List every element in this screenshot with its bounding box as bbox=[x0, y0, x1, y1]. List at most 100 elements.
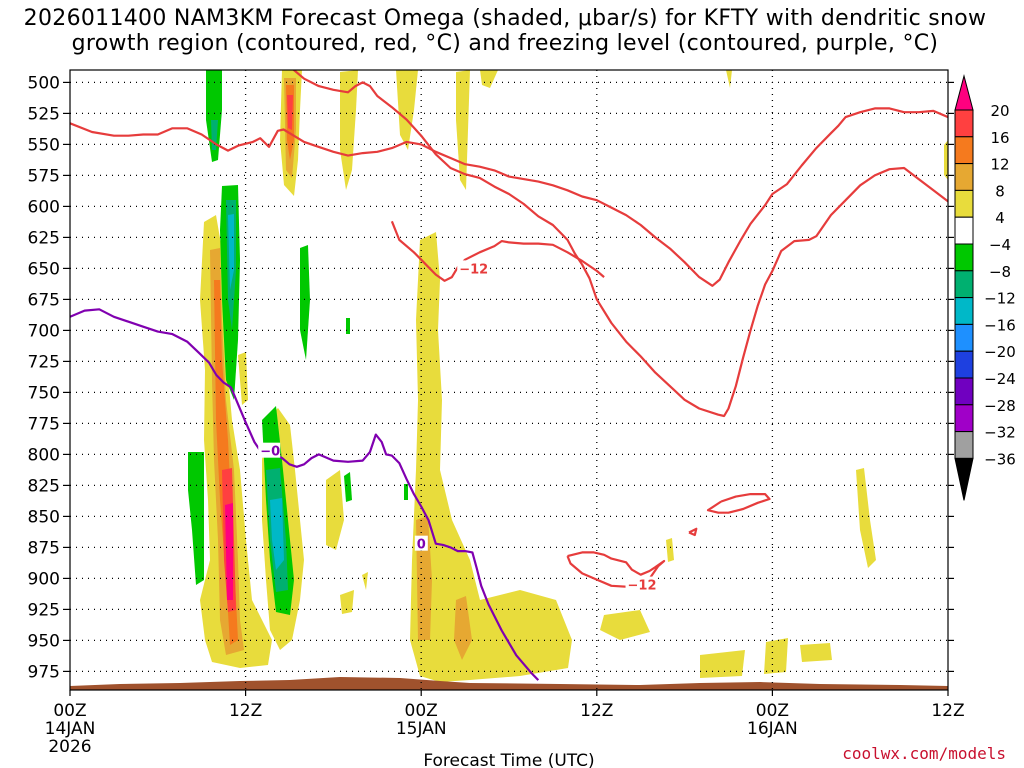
colorbar-segment bbox=[954, 270, 974, 299]
contour-line bbox=[70, 308, 540, 681]
omega-region bbox=[326, 470, 344, 550]
y-tick-label: 650 bbox=[28, 259, 60, 279]
omega-region bbox=[287, 95, 293, 130]
y-tick-label: 725 bbox=[28, 352, 60, 372]
omega-region bbox=[666, 538, 674, 562]
colorbar-label: −4 bbox=[989, 236, 1011, 254]
x-tick-label: 00Z bbox=[53, 701, 86, 721]
omega-region bbox=[344, 472, 352, 502]
credit-text: coolwx.com/models bbox=[842, 744, 1006, 763]
colorbar-segment bbox=[954, 350, 974, 379]
contour-label: −0 bbox=[260, 445, 280, 460]
colorbar-label: 12 bbox=[990, 156, 1009, 174]
colorbar-label: −36 bbox=[984, 450, 1016, 468]
colorbar-label: 4 bbox=[995, 209, 1005, 227]
colorbar-top-arrow bbox=[954, 74, 974, 111]
colorbar-label: −16 bbox=[984, 316, 1016, 334]
colorbar-label: −32 bbox=[984, 424, 1016, 442]
contour-line bbox=[180, 66, 224, 67]
y-tick-label: 800 bbox=[28, 445, 60, 465]
colorbar-label: −24 bbox=[984, 370, 1016, 388]
y-tick-label: 500 bbox=[28, 73, 60, 93]
y-tick-label: 675 bbox=[28, 290, 60, 310]
y-tick-label: 575 bbox=[28, 166, 60, 186]
y-tick-label: 600 bbox=[28, 197, 60, 217]
omega-region bbox=[764, 638, 788, 674]
omega-region bbox=[480, 70, 498, 88]
omega-region bbox=[856, 468, 876, 568]
colorbar-label: 16 bbox=[990, 129, 1009, 147]
omega-shading bbox=[70, 70, 948, 690]
y-tick-label: 950 bbox=[28, 631, 60, 651]
x-tick-label: 12Z bbox=[229, 701, 262, 721]
colorbar-segment bbox=[954, 163, 974, 191]
omega-region bbox=[238, 352, 248, 405]
grid bbox=[70, 70, 948, 690]
y-tick-label: 525 bbox=[28, 104, 60, 124]
x-tick-year: 2026 bbox=[48, 737, 91, 757]
colorbar-label: 8 bbox=[995, 182, 1005, 200]
colorbar-label: −12 bbox=[984, 290, 1016, 308]
colorbar-label: −28 bbox=[984, 397, 1016, 415]
y-axis: 500 525 550 575 600 625 650 675 700 725 750 775 800 8… bbox=[28, 73, 954, 682]
contour-label-bg bbox=[258, 442, 281, 458]
contour-line bbox=[688, 527, 698, 537]
omega-region bbox=[700, 650, 745, 678]
omega-region bbox=[800, 643, 832, 662]
omega-region bbox=[225, 503, 233, 600]
contour-label-bg bbox=[457, 260, 489, 276]
omega-region bbox=[456, 70, 470, 190]
omega-region bbox=[362, 572, 368, 590]
contour-label: −12 bbox=[628, 579, 657, 594]
contour-line bbox=[70, 107, 948, 287]
y-tick-label: 625 bbox=[28, 228, 60, 248]
y-tick-label: 825 bbox=[28, 476, 60, 496]
y-tick-label: 975 bbox=[28, 662, 60, 682]
contour-line bbox=[706, 493, 771, 514]
contour-label-bg bbox=[625, 576, 657, 592]
y-tick-label: 775 bbox=[28, 414, 60, 434]
x-axis-title: Forecast Time (UTC) bbox=[423, 751, 594, 768]
omega-region bbox=[944, 140, 948, 180]
omega-region bbox=[600, 610, 650, 640]
omega-region bbox=[340, 70, 358, 190]
x-tick-label: 00Z bbox=[405, 701, 438, 721]
title-line-2: growth region (contoured, red, °C) and f… bbox=[71, 31, 939, 56]
omega-region bbox=[346, 318, 350, 334]
omega-region bbox=[300, 245, 310, 360]
contour-label: 0 bbox=[417, 538, 426, 553]
contour-label-bg bbox=[414, 535, 428, 551]
y-tick-label: 900 bbox=[28, 569, 60, 589]
x-tick-date: 16JAN bbox=[747, 719, 798, 739]
colorbar-segment bbox=[954, 189, 974, 218]
colorbar-segment bbox=[954, 243, 974, 272]
colorbar-segment bbox=[954, 431, 974, 459]
x-tick-date: 14JAN bbox=[45, 719, 96, 739]
colorbar-label: −8 bbox=[989, 263, 1011, 281]
plot-frame bbox=[69, 69, 949, 691]
contour-label: −12 bbox=[459, 262, 488, 277]
omega-region bbox=[726, 70, 732, 88]
colorbar-segment bbox=[954, 216, 974, 245]
contour-labels: −12 −12 −0 0 bbox=[258, 260, 657, 594]
x-tick-label: 12Z bbox=[580, 701, 613, 721]
contour-line bbox=[566, 551, 666, 589]
omega-region bbox=[188, 452, 204, 585]
y-tick-label: 750 bbox=[28, 383, 60, 403]
colorbar: 20 16 12 8 4 −4 −8 −12 −16 −20 −24 −28 −32 −36 bbox=[954, 74, 1016, 501]
x-tick-label: 00Z bbox=[756, 701, 789, 721]
colorbar-segment bbox=[954, 377, 974, 406]
colorbar-bottom-arrow bbox=[954, 457, 974, 501]
x-tick-date: 15JAN bbox=[396, 719, 447, 739]
y-tick-label: 700 bbox=[28, 321, 60, 341]
chart-title: 2026011400 NAM3KM Forecast Omega (shaded… bbox=[0, 6, 1010, 56]
y-tick-label: 550 bbox=[28, 135, 60, 155]
omega-region bbox=[340, 590, 354, 614]
x-tick-label: 12Z bbox=[931, 701, 964, 721]
terrain bbox=[70, 677, 948, 690]
colorbar-segment bbox=[954, 109, 974, 138]
omega-region bbox=[228, 214, 234, 290]
contour-lines bbox=[70, 66, 948, 681]
